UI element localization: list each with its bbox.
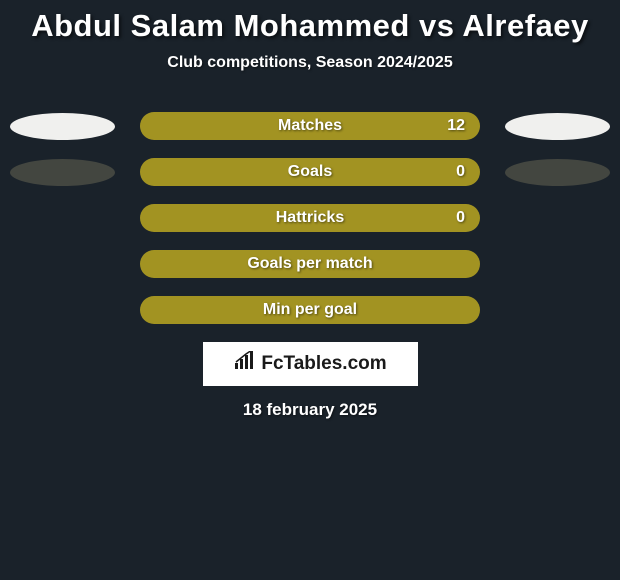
chart-icon xyxy=(233,351,255,377)
stat-row: Matches12 xyxy=(0,112,620,140)
logo-text: FcTables.com xyxy=(233,351,386,377)
stat-label: Goals xyxy=(140,158,480,186)
stat-bar: Hattricks0 xyxy=(140,204,480,232)
stat-label: Matches xyxy=(140,112,480,140)
stats-area: Matches12Goals0Hattricks0Goals per match… xyxy=(0,112,620,324)
ellipse-icon xyxy=(10,159,115,186)
stat-bar: Matches12 xyxy=(140,112,480,140)
left-player-shape xyxy=(10,205,115,232)
stat-value-right: 0 xyxy=(456,204,465,232)
date-text: 18 february 2025 xyxy=(0,400,620,420)
left-player-shape xyxy=(10,251,115,278)
right-player-shape xyxy=(505,113,610,140)
stat-value-right: 12 xyxy=(447,112,465,140)
logo-label: FcTables.com xyxy=(261,353,386,375)
right-player-shape xyxy=(505,159,610,186)
right-player-shape xyxy=(505,251,610,278)
left-player-shape xyxy=(10,297,115,324)
stat-value-right: 0 xyxy=(456,158,465,186)
left-player-shape xyxy=(10,159,115,186)
stat-label: Goals per match xyxy=(140,250,480,278)
stat-bar: Goals per match xyxy=(140,250,480,278)
ellipse-icon xyxy=(505,159,610,186)
stat-label: Hattricks xyxy=(140,204,480,232)
page-title: Abdul Salam Mohammed vs Alrefaey xyxy=(0,8,620,44)
stat-row: Goals0 xyxy=(0,158,620,186)
stat-row: Goals per match xyxy=(0,250,620,278)
ellipse-icon xyxy=(10,113,115,140)
ellipse-icon xyxy=(505,113,610,140)
stat-bar: Min per goal xyxy=(140,296,480,324)
stat-label: Min per goal xyxy=(140,296,480,324)
left-player-shape xyxy=(10,113,115,140)
right-player-shape xyxy=(505,205,610,232)
logo-box[interactable]: FcTables.com xyxy=(203,342,418,386)
right-player-shape xyxy=(505,297,610,324)
page-subtitle: Club competitions, Season 2024/2025 xyxy=(0,54,620,72)
stat-row: Hattricks0 xyxy=(0,204,620,232)
comparison-container: Abdul Salam Mohammed vs Alrefaey Club co… xyxy=(0,0,620,420)
stat-row: Min per goal xyxy=(0,296,620,324)
stat-bar: Goals0 xyxy=(140,158,480,186)
